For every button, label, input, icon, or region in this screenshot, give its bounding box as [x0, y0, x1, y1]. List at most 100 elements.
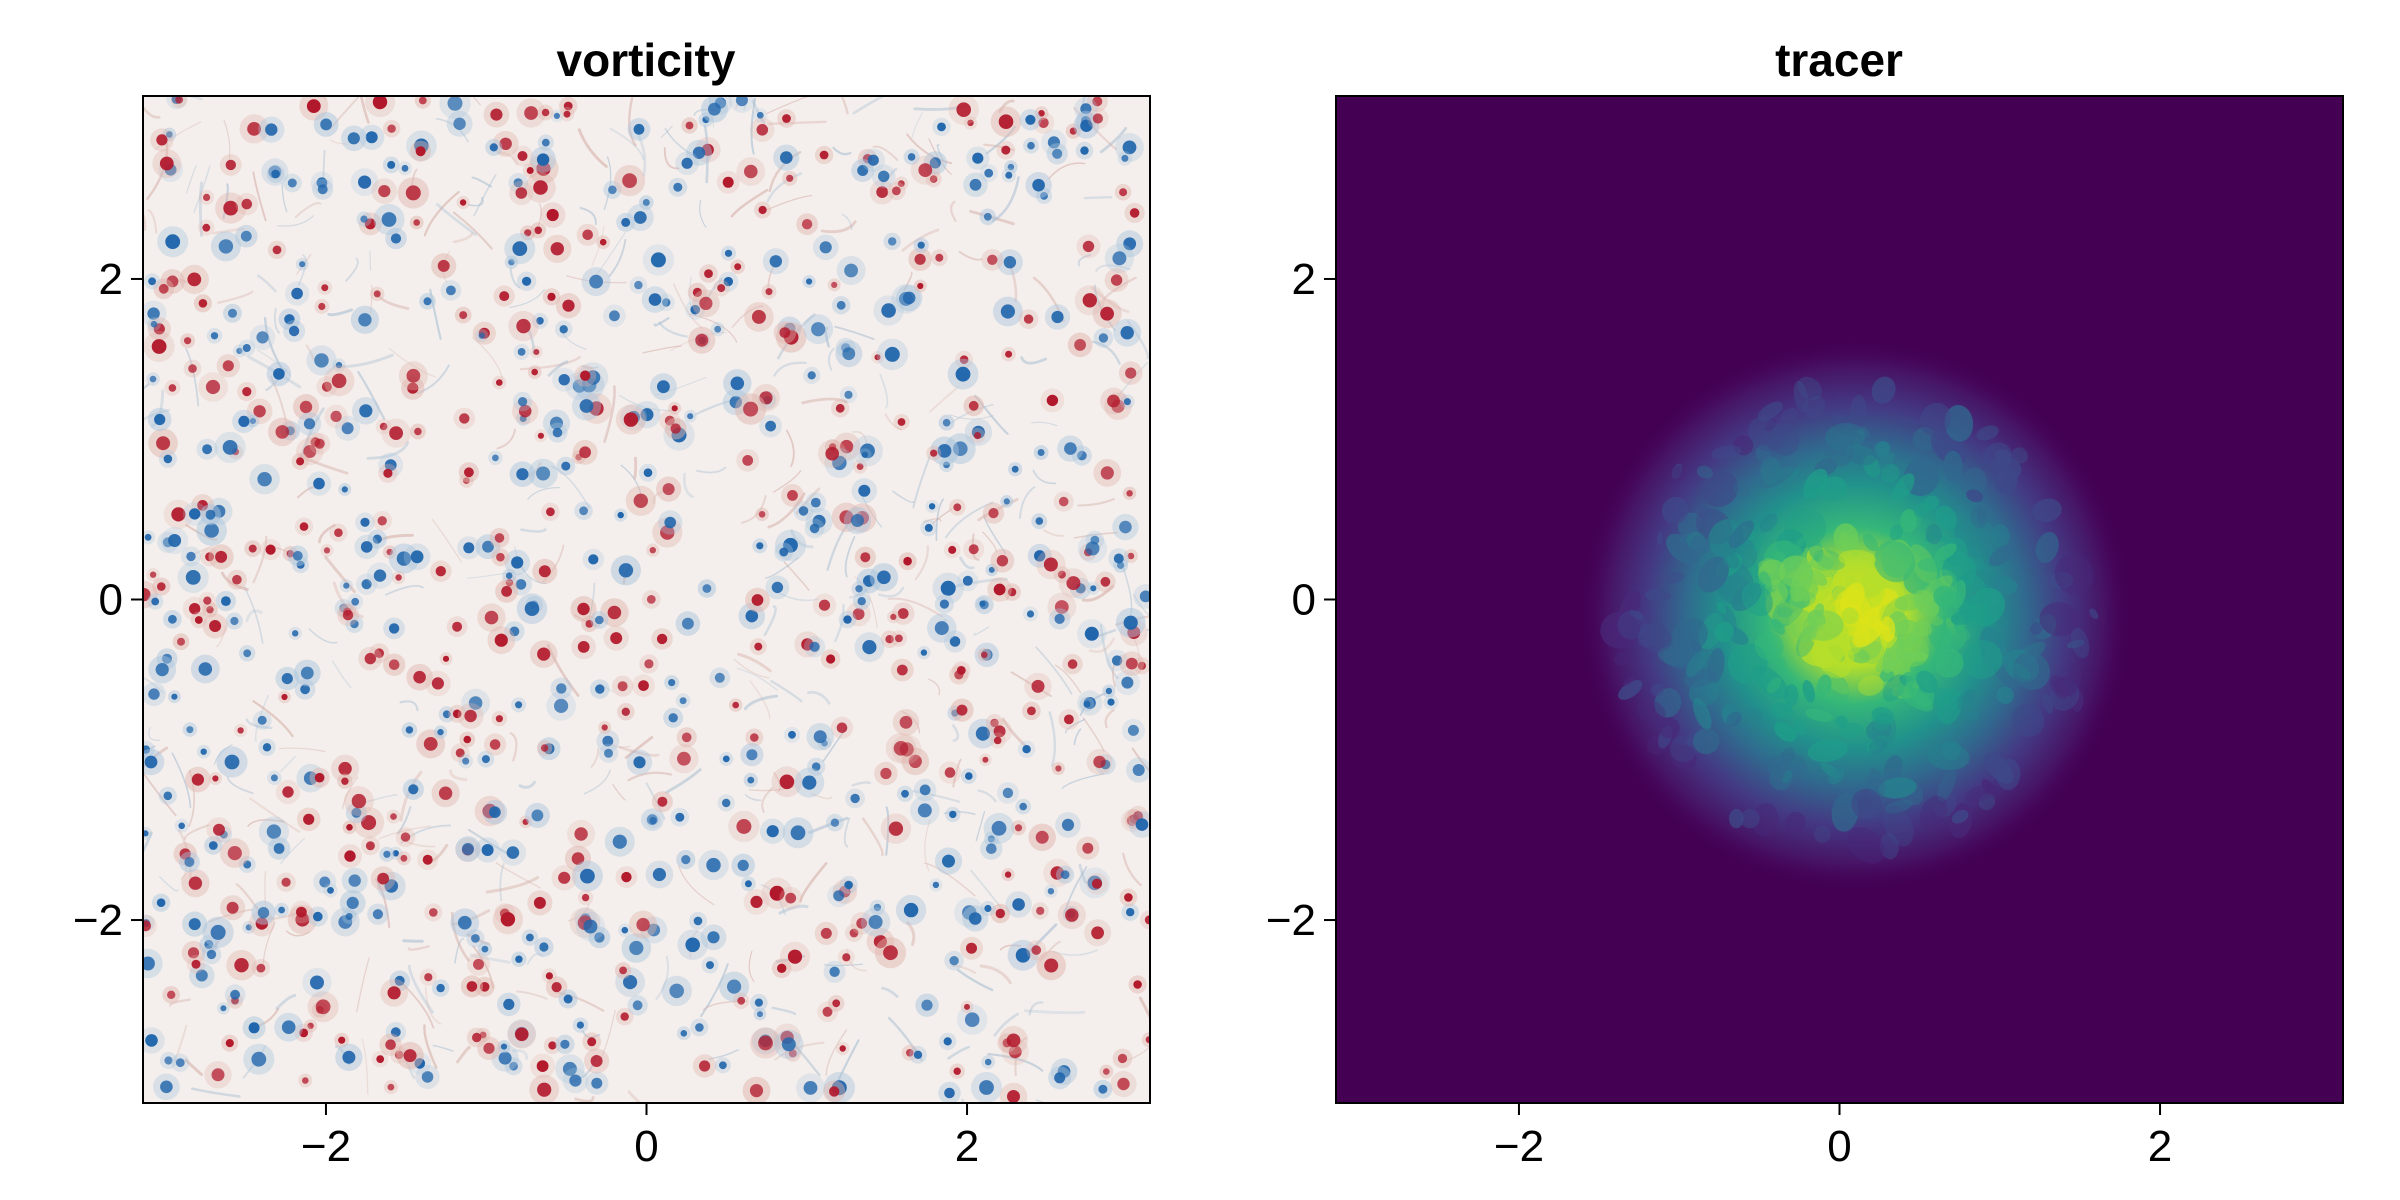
vortex — [175, 1058, 185, 1068]
vortex — [222, 360, 234, 372]
vorticity-filament — [546, 644, 580, 697]
tracer-filament — [1795, 536, 1807, 548]
vorticity-filament — [951, 724, 960, 742]
vorticity-filament — [452, 211, 493, 250]
vorticity-filament — [906, 133, 953, 165]
vortex — [198, 662, 213, 676]
vortex — [218, 239, 234, 254]
vortex — [1057, 570, 1066, 579]
vortex — [396, 551, 412, 566]
vortex — [842, 347, 856, 361]
vortex — [809, 641, 820, 652]
vortex — [556, 683, 567, 694]
vortex — [657, 796, 668, 807]
vortex — [620, 1012, 629, 1021]
panel-title: tracer — [1775, 34, 1903, 86]
vortex — [737, 859, 749, 872]
vortex — [1082, 842, 1094, 854]
vorticity-filament — [213, 744, 233, 765]
vortex — [461, 842, 475, 856]
vortex — [191, 773, 204, 786]
vortex — [1047, 136, 1060, 149]
tracer-filament — [1697, 556, 1730, 593]
vortex — [604, 748, 613, 758]
vorticity-filament — [743, 96, 749, 111]
vorticity-filament — [173, 1024, 188, 1064]
vortex — [452, 621, 463, 632]
tracer-panel: tracer −2 0 2 −2 0 2 — [1266, 34, 2344, 1171]
vortex — [1003, 256, 1017, 269]
vortex — [579, 506, 588, 516]
vortex — [973, 432, 982, 440]
vortex — [1036, 906, 1045, 915]
vortex — [820, 927, 832, 939]
vortex — [981, 651, 988, 658]
vortex — [299, 261, 306, 268]
vortex — [722, 755, 730, 763]
vortex — [920, 649, 928, 656]
vorticity-filament — [509, 289, 545, 308]
vortex — [1125, 367, 1137, 379]
vortex — [940, 580, 956, 596]
vortex — [833, 890, 845, 902]
vortex — [1093, 755, 1106, 769]
vortex — [856, 463, 864, 470]
vortex — [144, 533, 152, 541]
vorticity-filament — [198, 181, 204, 237]
vorticity-filament — [327, 308, 354, 317]
vortex — [803, 1081, 818, 1095]
vortex — [372, 96, 388, 110]
tracer-filament — [1962, 640, 2003, 679]
vortex — [1031, 679, 1045, 693]
vorticity-filament — [454, 938, 465, 964]
tracer-filament — [1644, 588, 1672, 602]
vorticity-filament — [330, 139, 349, 145]
vortex — [890, 613, 897, 621]
vortex — [390, 1027, 401, 1038]
vorticity-filament — [885, 806, 890, 856]
vortex — [975, 726, 991, 741]
vortex — [171, 507, 186, 522]
tracer-filament — [1656, 531, 1663, 545]
vortex — [843, 615, 852, 624]
vortex — [1031, 945, 1042, 955]
vortex — [1119, 520, 1132, 534]
vorticity-filament — [579, 206, 597, 226]
vortex — [511, 556, 524, 569]
vortex — [944, 1087, 955, 1099]
tracer-field — [1579, 339, 2132, 892]
vortex — [574, 827, 588, 841]
vorticity-filament — [603, 385, 616, 443]
vortex — [241, 198, 253, 210]
vortex — [464, 467, 474, 478]
tracer-filament — [1793, 718, 1807, 735]
vortex — [156, 898, 166, 907]
vortex — [496, 379, 503, 386]
tracer-filament — [1828, 767, 1845, 785]
vortex — [468, 696, 483, 710]
vortex — [587, 1037, 597, 1047]
tracer-filament — [1728, 520, 1755, 549]
tracer-filament — [1766, 677, 1782, 694]
vortex — [819, 241, 832, 254]
vorticity-filament — [935, 498, 945, 542]
vorticity-filament — [257, 274, 277, 293]
vortex — [208, 841, 218, 850]
vortex — [321, 284, 329, 292]
vorticity-filament — [429, 288, 442, 340]
vortex — [664, 415, 675, 426]
vortex — [335, 361, 343, 369]
tracer-filament — [1817, 553, 1839, 578]
vortex — [256, 963, 266, 973]
vortex — [932, 881, 940, 889]
vorticity-filament — [612, 783, 626, 801]
vortex — [896, 664, 908, 676]
vortex — [707, 931, 720, 944]
vorticity-filament — [768, 150, 802, 193]
vortex — [662, 298, 671, 307]
vortex — [524, 601, 540, 616]
tracer-filament — [1932, 790, 1957, 818]
vortex — [1012, 898, 1025, 911]
vorticity-filament — [451, 911, 470, 962]
tracer-filament — [1885, 799, 1913, 814]
